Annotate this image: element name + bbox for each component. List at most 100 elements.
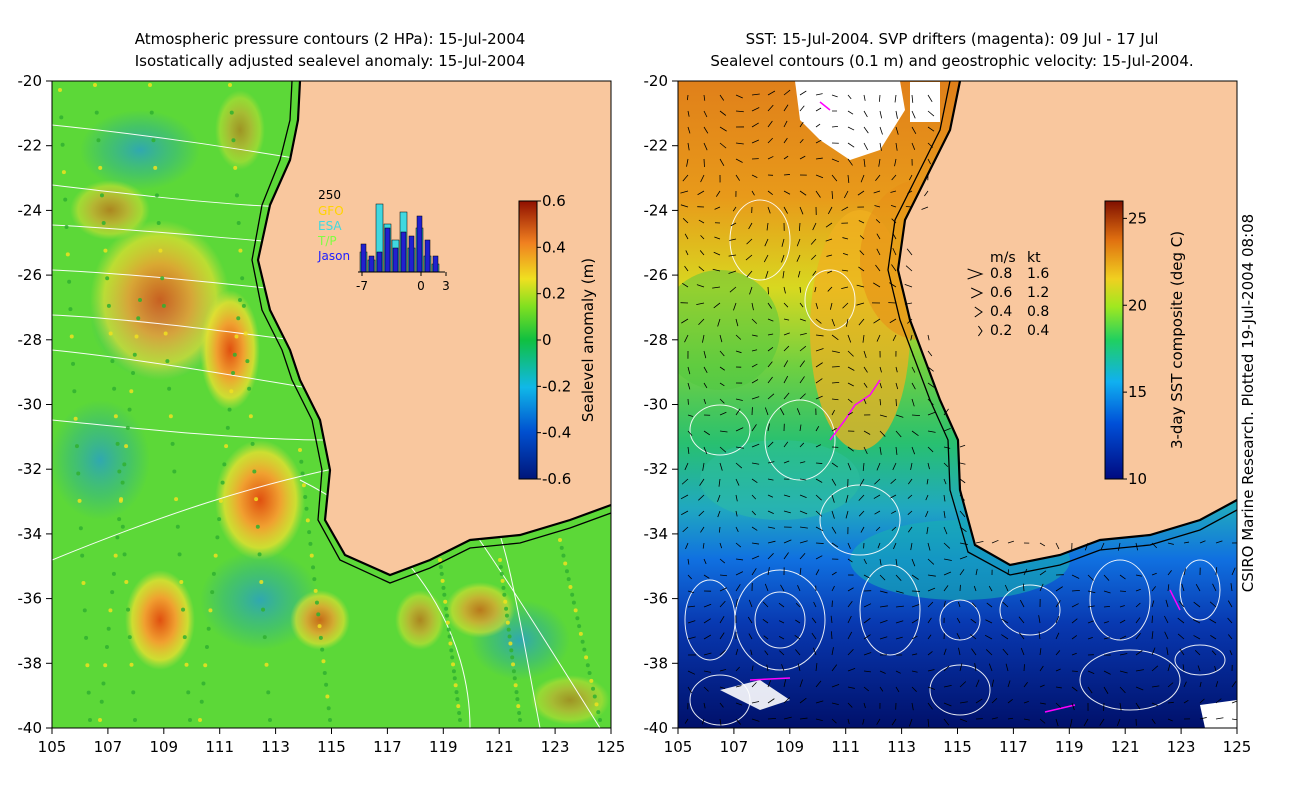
sla-colorbar-tick: 0.4 [542, 238, 566, 256]
left-x-tick-label: 105 [38, 738, 67, 756]
right-x-tick-label: 109 [775, 738, 804, 756]
sla-colorbar-tick: -0.4 [542, 424, 571, 442]
velocity-legend-ms: 0.8 [990, 266, 1012, 282]
histogram-x-tick-label: 0 [417, 279, 425, 293]
right-y-tick-label: -26 [644, 266, 669, 284]
histogram-bar-jason [384, 227, 391, 273]
sst-colorbar-tick: 15 [1128, 383, 1147, 401]
velocity-legend-ms: 0.4 [990, 304, 1012, 320]
histogram-ymax: 250 [318, 188, 341, 202]
velocity-legend-rows: 0.8 1.6 0.6 1.2 0.4 0.8 0.2 0.4 [967, 266, 1049, 339]
left-y-tick-label: -30 [18, 396, 43, 414]
sst-map [678, 81, 1237, 728]
histogram-bar-jason [392, 247, 399, 273]
histogram-legend-entry: Jason [317, 249, 350, 263]
velocity-legend-kt: 0.4 [1027, 323, 1049, 339]
right-y-tick-label: -20 [644, 72, 669, 90]
right-x-tick-label: 119 [1055, 738, 1084, 756]
right-y-tick-label: -24 [644, 201, 669, 219]
right-y-tick-label: -36 [644, 590, 669, 608]
histogram-bar-jason [376, 251, 383, 273]
left-x-tick-label: 125 [597, 738, 626, 756]
sla-colorbar-ticks: 0.6 0.4 0.2 0 -0.2 -0.4 -0.6 [537, 192, 571, 488]
sst-colorbar-tick: 25 [1128, 209, 1147, 227]
sst-colorbar-tick: 10 [1128, 470, 1147, 488]
velocity-legend-arrow [977, 325, 983, 337]
left-title-line2: Isostatically adjusted sealevel anomaly:… [135, 52, 526, 70]
svp-drifter-tracks [749, 101, 1181, 713]
velocity-legend-kt: 1.2 [1027, 285, 1049, 301]
sst-colorbar: 25 20 15 10 3-day SST composite (deg C) [1104, 200, 1186, 488]
right-title-line2: Sealevel contours (0.1 m) and geostrophi… [710, 52, 1193, 70]
right-x-tick-label: 115 [943, 738, 972, 756]
histogram-x-tick-label: 3 [442, 279, 450, 293]
velocity-legend-arrow [967, 268, 984, 280]
right-title-line1: SST: 15-Jul-2004. SVP drifters (magenta)… [746, 30, 1159, 48]
right-x-tick-label: 113 [887, 738, 916, 756]
velocity-legend-arrow [974, 306, 983, 318]
sla-colorbar: 0.6 0.4 0.2 0 -0.2 -0.4 -0.6 Sealevel anomaly … [518, 192, 597, 488]
right-y-tick-label: -38 [644, 654, 669, 672]
left-y-tick-label: -26 [18, 266, 43, 284]
right-y-tick-label: -28 [644, 331, 669, 349]
right-y-axis: -20 -22 -24 -26 -28 -30 -32 -34 -36 -38 -40 [644, 72, 678, 737]
histogram-bar-jason [424, 239, 431, 273]
left-y-tick-label: -34 [18, 525, 43, 543]
left-x-tick-label: 109 [149, 738, 178, 756]
altimeter-track-dots [58, 83, 602, 722]
left-x-tick-label: 115 [317, 738, 346, 756]
histogram-bar-jason [408, 235, 415, 273]
sst-colorbar-ticks: 25 20 15 10 [1123, 209, 1147, 488]
sst-colorbar-label: 3-day SST composite (deg C) [1168, 231, 1186, 449]
right-panel: SST: 15-Jul-2004. SVP drifters (magenta)… [644, 30, 1252, 756]
right-y-tick-label: -30 [644, 396, 669, 414]
histogram-legend-entry: T/P [317, 234, 337, 248]
left-x-tick-label: 107 [94, 738, 123, 756]
left-x-tick-label: 119 [429, 738, 458, 756]
left-y-tick-label: -28 [18, 331, 43, 349]
left-x-tick-label: 111 [205, 738, 234, 756]
sealevel-contours [684, 199, 1226, 726]
left-y-tick-label: -40 [18, 719, 43, 737]
histogram-x-axis: -7 0 3 [356, 272, 450, 293]
right-y-tick-label: -32 [644, 460, 669, 478]
right-x-tick-label: 105 [664, 738, 693, 756]
right-x-tick-label: 117 [999, 738, 1028, 756]
histogram-x-tick-label: -7 [356, 279, 368, 293]
left-title-line1: Atmospheric pressure contours (2 HPa): 1… [135, 30, 526, 48]
right-x-tick-label: 107 [720, 738, 749, 756]
left-x-axis: 105 107 109 111 113 115 117 119 121 123 125 [38, 728, 626, 756]
left-x-tick-label: 117 [373, 738, 402, 756]
histogram-legend-entry: ESA [318, 219, 342, 233]
histogram-bars [359, 203, 440, 273]
histogram-bar-jason [360, 243, 367, 273]
velocity-legend-kt-header: kt [1027, 250, 1041, 266]
sla-colorbar-tick: 0 [542, 331, 552, 349]
sla-colorbar-tick: -0.2 [542, 377, 571, 395]
sst-colorbar-tick: 20 [1128, 296, 1147, 314]
velocity-legend-kt: 1.6 [1027, 266, 1049, 282]
left-y-tick-label: -20 [18, 72, 43, 90]
left-y-tick-label: -22 [18, 137, 43, 155]
histogram-bar-jason [368, 255, 375, 273]
left-coastline [256, 81, 611, 577]
right-x-tick-label: 111 [831, 738, 860, 756]
right-land [898, 81, 1237, 565]
sla-colorbar-tick: 0.6 [542, 192, 566, 210]
left-x-tick-label: 123 [541, 738, 570, 756]
left-y-tick-label: -38 [18, 654, 43, 672]
sla-colorbar-label: Sealevel anomaly (m) [579, 258, 597, 422]
left-x-tick-label: 113 [261, 738, 290, 756]
velocity-scale-legend: m/s kt 0.8 1.6 0.6 1.2 0.4 0.8 0.2 0.4 [967, 250, 1049, 339]
histogram-bar-jason [400, 231, 407, 273]
right-x-tick-label: 125 [1223, 738, 1252, 756]
histogram-legend-entry: GFO [318, 204, 344, 218]
geostrophic-velocity-arrows [680, 89, 1237, 727]
right-x-axis: 105 107 109 111 113 115 117 119 121 123 125 [664, 728, 1252, 756]
left-y-axis: -20 -22 -24 -26 -28 -30 -32 -34 -36 -38 -40 [18, 72, 52, 737]
left-y-tick-label: -24 [18, 201, 43, 219]
right-y-tick-label: -40 [644, 719, 669, 737]
sla-colorbar-tick: -0.6 [542, 470, 571, 488]
